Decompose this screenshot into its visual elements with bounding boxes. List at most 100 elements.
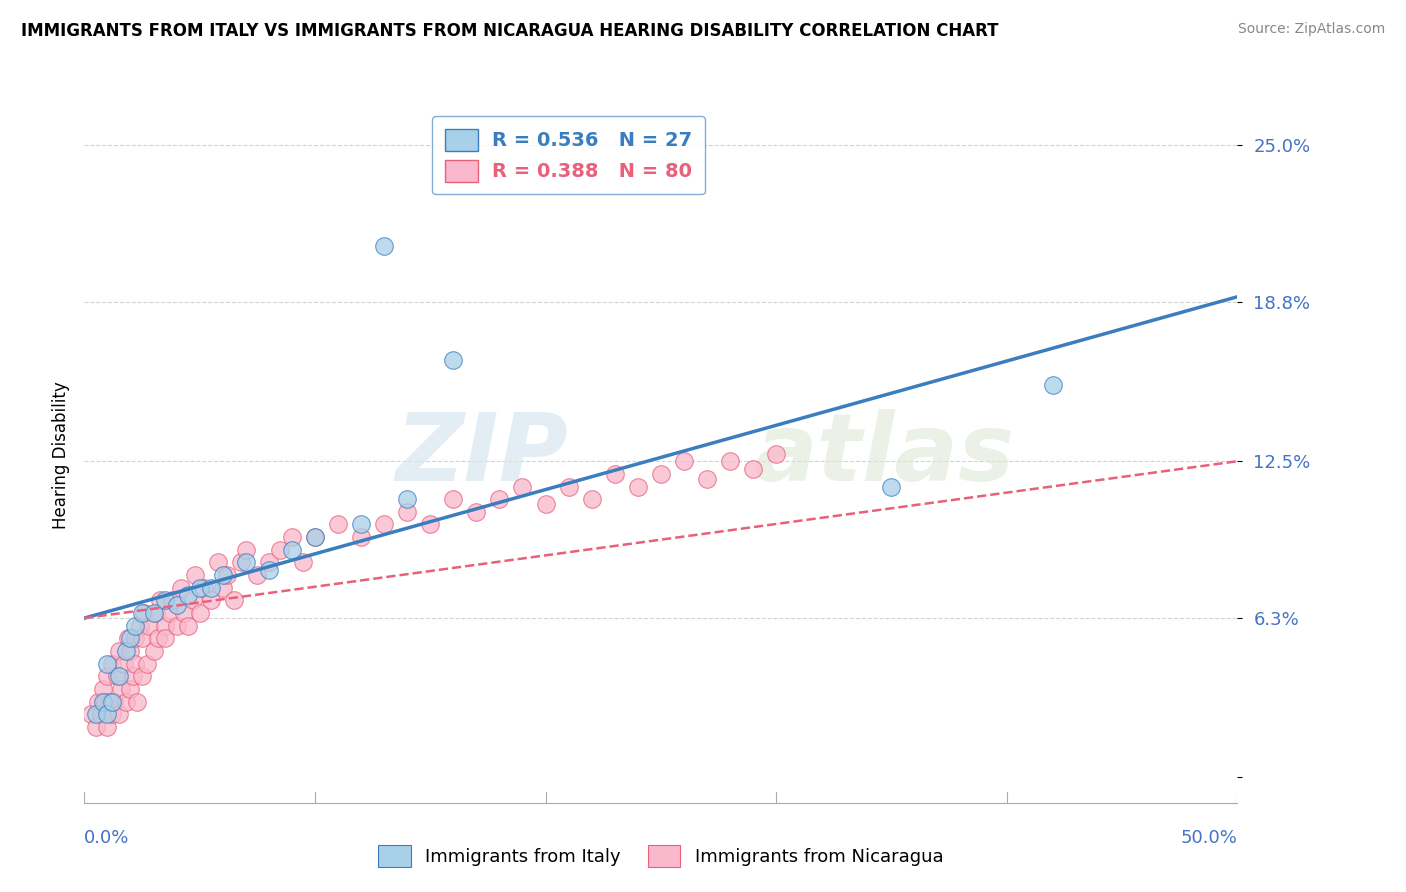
Point — [110, 681, 132, 696]
Point — [581, 492, 603, 507]
Point — [134, 606, 156, 620]
Point — [105, 669, 128, 683]
Point — [131, 632, 153, 646]
Point — [211, 581, 233, 595]
Text: IMMIGRANTS FROM ITALY VS IMMIGRANTS FROM NICARAGUA HEARING DISABILITY CORRELATIO: IMMIGRANTS FROM ITALY VS IMMIGRANTS FROM… — [21, 22, 998, 40]
Point — [98, 695, 121, 709]
Point — [304, 530, 326, 544]
Point — [120, 681, 142, 696]
Point — [512, 479, 534, 493]
Point — [396, 492, 419, 507]
Point — [101, 707, 124, 722]
Point — [235, 556, 257, 570]
Point — [880, 479, 903, 493]
Point — [650, 467, 672, 481]
Point — [281, 530, 304, 544]
Point — [135, 657, 157, 671]
Point — [373, 239, 395, 253]
Point — [166, 618, 188, 632]
Point — [112, 657, 135, 671]
Point — [396, 505, 419, 519]
Point — [224, 593, 246, 607]
Legend: Immigrants from Italy, Immigrants from Nicaragua: Immigrants from Italy, Immigrants from N… — [371, 838, 950, 874]
Point — [326, 517, 349, 532]
Point — [465, 505, 488, 519]
Point — [160, 593, 183, 607]
Point — [146, 632, 169, 646]
Point — [91, 681, 114, 696]
Point — [145, 606, 167, 620]
Point — [94, 695, 117, 709]
Point — [200, 593, 222, 607]
Point — [121, 669, 143, 683]
Point — [207, 556, 229, 570]
Point — [108, 669, 131, 683]
Point — [101, 657, 124, 671]
Point — [696, 472, 718, 486]
Text: 0.0%: 0.0% — [84, 830, 129, 847]
Point — [257, 563, 280, 577]
Point — [142, 606, 165, 620]
Point — [441, 492, 464, 507]
Point — [181, 593, 204, 607]
Point — [188, 581, 211, 595]
Point — [672, 454, 695, 468]
Point — [173, 606, 195, 620]
Point — [603, 467, 626, 481]
Point — [115, 695, 138, 709]
Point — [153, 593, 176, 607]
Point — [96, 720, 118, 734]
Point — [170, 581, 193, 595]
Point — [124, 618, 146, 632]
Point — [193, 581, 215, 595]
Point — [142, 644, 165, 658]
Point — [117, 632, 139, 646]
Point — [80, 707, 103, 722]
Point — [211, 568, 233, 582]
Point — [120, 632, 142, 646]
Point — [124, 657, 146, 671]
Point — [557, 479, 579, 493]
Point — [184, 568, 207, 582]
Point — [350, 530, 373, 544]
Point — [103, 695, 125, 709]
Point — [246, 568, 269, 582]
Point — [718, 454, 741, 468]
Text: atlas: atlas — [754, 409, 1014, 501]
Point — [373, 517, 395, 532]
Point — [84, 720, 107, 734]
Point — [217, 568, 239, 582]
Point — [91, 695, 114, 709]
Point — [627, 479, 650, 493]
Point — [96, 669, 118, 683]
Point — [177, 618, 200, 632]
Point — [281, 542, 304, 557]
Point — [231, 556, 253, 570]
Point — [257, 556, 280, 570]
Point — [188, 606, 211, 620]
Point — [89, 707, 111, 722]
Point — [87, 695, 110, 709]
Point — [149, 593, 172, 607]
Point — [488, 492, 510, 507]
Point — [101, 695, 124, 709]
Legend: R = 0.536   N = 27, R = 0.388   N = 80: R = 0.536 N = 27, R = 0.388 N = 80 — [433, 116, 704, 194]
Point — [304, 530, 326, 544]
Point — [350, 517, 373, 532]
Point — [128, 618, 150, 632]
Y-axis label: Hearing Disability: Hearing Disability — [52, 381, 70, 529]
Point — [120, 644, 142, 658]
Point — [108, 707, 131, 722]
Point — [159, 606, 181, 620]
Point — [124, 632, 146, 646]
Point — [235, 542, 257, 557]
Point — [177, 588, 200, 602]
Point — [1042, 378, 1064, 392]
Point — [108, 644, 131, 658]
Point — [115, 644, 138, 658]
Text: Source: ZipAtlas.com: Source: ZipAtlas.com — [1237, 22, 1385, 37]
Point — [131, 606, 153, 620]
Point — [138, 618, 160, 632]
Point — [419, 517, 441, 532]
Point — [534, 497, 557, 511]
